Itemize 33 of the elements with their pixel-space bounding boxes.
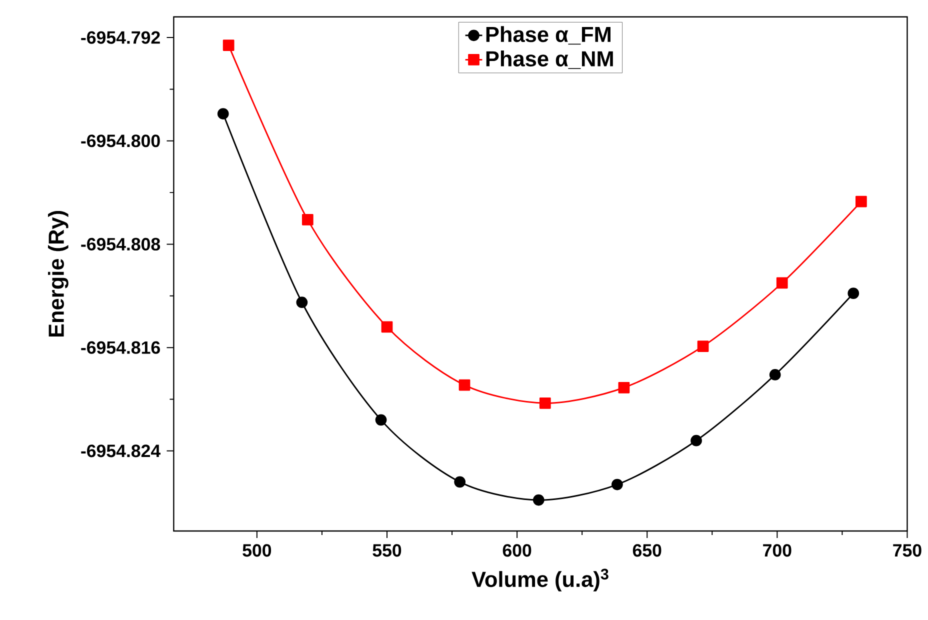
point xyxy=(848,287,860,299)
point xyxy=(458,379,470,391)
y-axis-title: Energie (Ry) xyxy=(48,210,68,336)
y-tick-label: -6954.800 xyxy=(81,134,160,148)
legend-label: Phase α_FM xyxy=(486,26,610,44)
legend-label: Phase α_NM xyxy=(486,50,613,69)
x-tick-label: 550 xyxy=(372,544,402,557)
point xyxy=(302,214,314,226)
x-axis-title: Volume (u.a)$^{3}$ xyxy=(472,568,608,592)
point xyxy=(539,397,551,409)
point xyxy=(690,434,702,446)
x-tick-label: 650 xyxy=(632,544,662,557)
y-tick-label: -6954.792 xyxy=(81,31,160,44)
y-tick-label: -6954.824 xyxy=(81,444,161,458)
point xyxy=(618,382,630,394)
x-tick-label: 600 xyxy=(502,544,532,557)
x-tick-label: 500 xyxy=(242,544,272,557)
y-tick-label: -6954.816 xyxy=(81,341,160,354)
point xyxy=(222,39,234,51)
point xyxy=(612,478,623,490)
point xyxy=(381,321,393,332)
point xyxy=(776,277,788,289)
point xyxy=(697,340,709,352)
point xyxy=(217,108,229,120)
y-tick-label: -6954.808 xyxy=(81,238,160,250)
point xyxy=(296,296,308,308)
x-tick-label: 700 xyxy=(763,544,792,557)
point xyxy=(532,494,544,506)
point xyxy=(375,414,387,426)
point xyxy=(855,196,867,208)
point xyxy=(769,368,781,380)
x-tick-label: 750 xyxy=(893,544,922,557)
point xyxy=(454,476,466,488)
